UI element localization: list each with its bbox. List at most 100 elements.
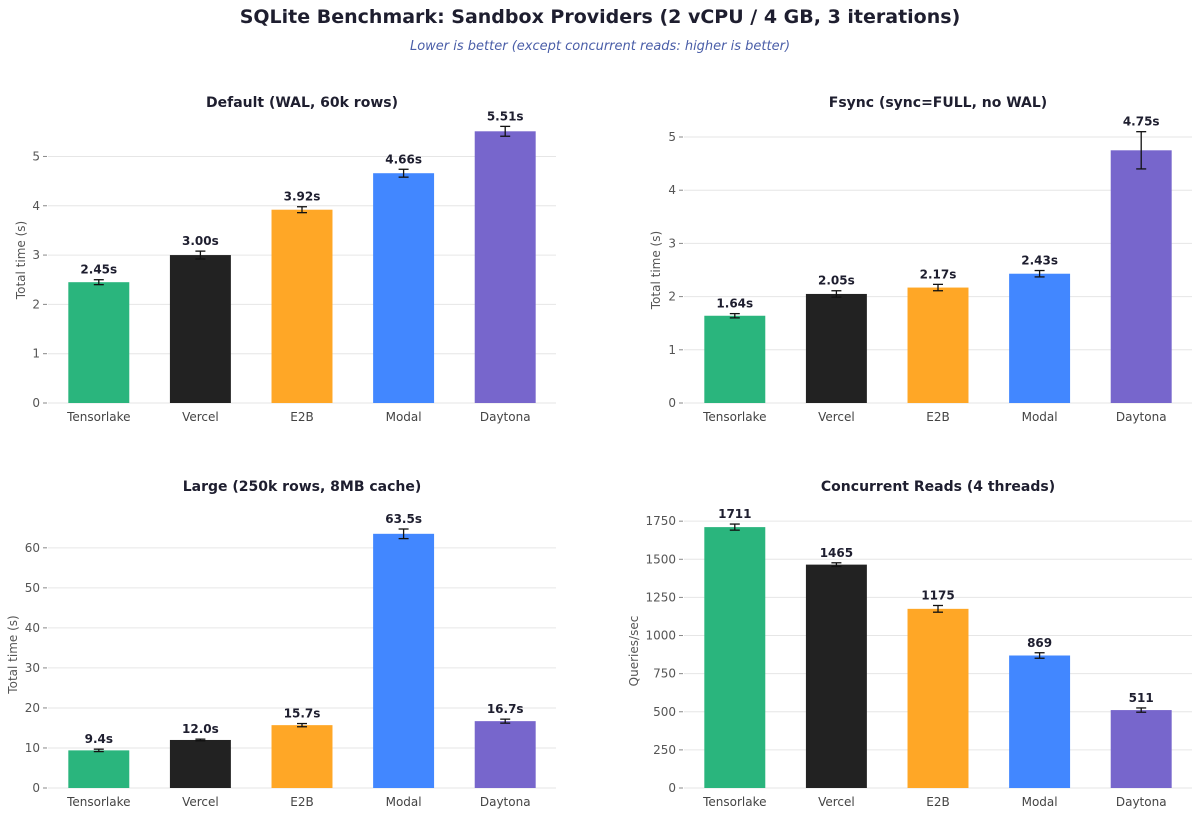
bar-e2b [907,287,969,403]
data-label: 2.05s [818,274,855,288]
y-tick-label: 5 [668,130,676,144]
bar-daytona [474,131,536,404]
data-label: 2.45s [80,263,117,277]
data-label: 3.00s [182,234,219,248]
y-tick-label: 0 [32,781,40,795]
data-label: 2.17s [920,267,957,281]
x-tick-label: Daytona [1116,795,1167,809]
x-tick-label: Vercel [182,410,219,424]
x-tick-label: Vercel [182,795,219,809]
y-axis-label: Total time (s) [6,615,20,694]
x-tick-label: Tensorlake [66,795,130,809]
chart-panel-1: 0 1 2 3 4 5 Default (WAL, 60k rows) Total time … [14,95,556,424]
y-tick-label: 4 [668,183,676,197]
data-label: 4.75s [1123,115,1160,129]
bar-tensorlake [68,750,130,788]
bar-e2b [271,725,333,788]
bar-modal [373,173,435,403]
x-tick-label: Modal [386,410,422,424]
y-tick-label: 1250 [645,590,676,604]
y-tick-label: 0 [32,396,40,410]
x-tick-label: Modal [1022,795,1058,809]
data-label: 9.4s [85,732,113,746]
y-tick-label: 1 [668,343,676,357]
bar-vercel [169,739,231,788]
chart-panel-3: 0 10 20 30 40 50 60 Large (250k rows, 8MB cache… [6,479,556,809]
data-label: 15.7s [284,707,321,721]
figure-title: SQLite Benchmark: Sandbox Providers (2 v… [239,6,961,28]
chart-panel-2: 0 1 2 3 4 5 Fsync (sync=FULL, no WAL) Total tim… [649,95,1192,424]
x-tick-label: Tensorlake [702,410,766,424]
data-label: 3.92s [284,190,321,204]
bar-daytona [474,721,536,788]
chart-title: Large (250k rows, 8MB cache) [183,479,422,495]
data-label: 2.43s [1021,254,1058,268]
y-tick-label: 3 [668,236,676,250]
y-tick-label: 50 [25,581,40,595]
data-label: 16.7s [487,702,524,716]
data-label: 1.64s [716,297,753,311]
y-tick-label: 1000 [645,629,676,643]
data-label: 1711 [718,507,751,521]
x-tick-label: Daytona [1116,410,1167,424]
y-axis-label: Total time (s) [14,221,28,300]
bar-daytona [1110,710,1172,788]
bar-tensorlake [68,282,130,403]
x-tick-label: Tensorlake [66,410,130,424]
y-tick-label: 2 [32,297,40,311]
data-label: 511 [1129,691,1154,705]
y-tick-label: 0 [668,781,676,795]
y-tick-label: 40 [25,621,40,635]
chart-title: Default (WAL, 60k rows) [206,95,398,111]
bar-vercel [805,564,867,788]
y-tick-label: 250 [653,743,676,757]
y-tick-label: 60 [25,541,40,555]
chart-title: Concurrent Reads (4 threads) [821,479,1055,495]
data-label: 12.0s [182,722,219,736]
bar-tensorlake [704,315,766,403]
y-tick-label: 750 [653,667,676,681]
y-tick-label: 1500 [645,552,676,566]
y-tick-label: 20 [25,701,40,715]
y-tick-label: 3 [32,248,40,262]
bar-daytona [1110,150,1172,403]
data-label: 1465 [820,546,853,560]
y-tick-label: 500 [653,705,676,719]
y-axis-label: Total time (s) [649,231,663,310]
y-tick-label: 1750 [645,514,676,528]
bar-modal [1009,273,1071,403]
bar-tensorlake [704,527,766,788]
x-tick-label: E2B [290,410,313,424]
data-label: 4.66s [385,152,422,166]
x-tick-label: Vercel [818,410,855,424]
bar-modal [1009,655,1071,788]
y-tick-label: 2 [668,290,676,304]
y-tick-label: 5 [32,149,40,163]
x-tick-label: E2B [926,410,949,424]
bar-vercel [805,293,867,403]
y-tick-label: 30 [25,661,40,675]
x-tick-label: Modal [386,795,422,809]
x-tick-label: E2B [926,795,949,809]
data-label: 869 [1027,636,1052,650]
data-label: 63.5s [385,512,422,526]
bar-e2b [271,209,333,403]
chart-title: Fsync (sync=FULL, no WAL) [829,95,1047,111]
y-axis-label: Queries/sec [627,616,641,687]
x-tick-label: Daytona [480,795,531,809]
data-label: 5.51s [487,109,524,123]
y-tick-label: 4 [32,199,40,213]
y-tick-label: 0 [668,396,676,410]
x-tick-label: Tensorlake [702,795,766,809]
bar-vercel [169,255,231,403]
x-tick-label: E2B [290,795,313,809]
bar-modal [373,533,435,788]
bar-e2b [907,608,969,788]
x-tick-label: Daytona [480,410,531,424]
chart-panel-4: 0 250 500 750 1000 1250 1500 1750 Concurrent Rea… [627,479,1192,809]
x-tick-label: Modal [1022,410,1058,424]
data-label: 1175 [921,588,954,602]
x-tick-label: Vercel [818,795,855,809]
